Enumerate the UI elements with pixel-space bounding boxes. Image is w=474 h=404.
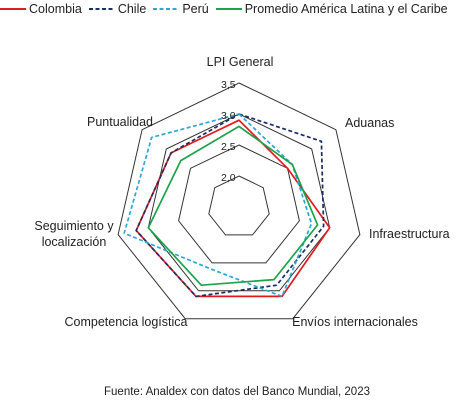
- grid-ring-0: [208, 175, 270, 236]
- axis-label-2: Infraestructura: [369, 227, 450, 241]
- grid-ring-1: [178, 144, 300, 264]
- legend-label-1: Chile: [117, 2, 147, 16]
- tick-label-3: 3,5: [221, 79, 236, 91]
- legend-swatch-3: [215, 8, 242, 10]
- legend-item-1: Chile: [88, 2, 147, 16]
- axis-label-0: LPI General: [207, 55, 274, 69]
- legend-swatch-1: [88, 8, 115, 10]
- axis-label-1: Aduanas: [345, 116, 394, 130]
- series-line-3: [147, 125, 319, 287]
- legend-item-2: Perú: [153, 2, 209, 16]
- legend-label-3: Promedio América Latina y el Caribe: [244, 2, 448, 16]
- series-line-1: [135, 113, 325, 298]
- source-note: Fuente: Analdex con datos del Banco Mund…: [104, 386, 370, 398]
- chart-legend: Colombia Chile Perú Promedio América Latina…: [0, 0, 474, 18]
- radar-axis-labels: 2,0 2,5 3,0 3,5 LPI General Aduanas Infraestru…: [34, 55, 449, 329]
- legend-item-0: Colombia: [0, 2, 82, 16]
- legend-item-3: Promedio América Latina y el Caribe: [215, 2, 448, 16]
- legend-label-0: Colombia: [29, 2, 82, 16]
- grid-ring-2: [147, 113, 331, 292]
- radar-grid: [117, 82, 361, 320]
- tick-label-2: 3,0: [221, 110, 236, 122]
- tick-label-1: 2,5: [221, 141, 236, 153]
- axis-label-4: Competencia logística: [65, 315, 188, 329]
- axis-label-5: Seguimiento y localización: [34, 219, 114, 249]
- tick-label-0: 2,0: [221, 172, 236, 184]
- legend-label-2: Perú: [182, 2, 209, 16]
- grid-ring-3: [117, 82, 361, 320]
- legend-swatch-2: [153, 8, 180, 10]
- axis-label-6: Puntualidad: [87, 115, 153, 129]
- legend-swatch-0: [0, 8, 26, 10]
- radar-series: [123, 113, 331, 298]
- axis-label-3: Envíos internacionales: [292, 315, 418, 329]
